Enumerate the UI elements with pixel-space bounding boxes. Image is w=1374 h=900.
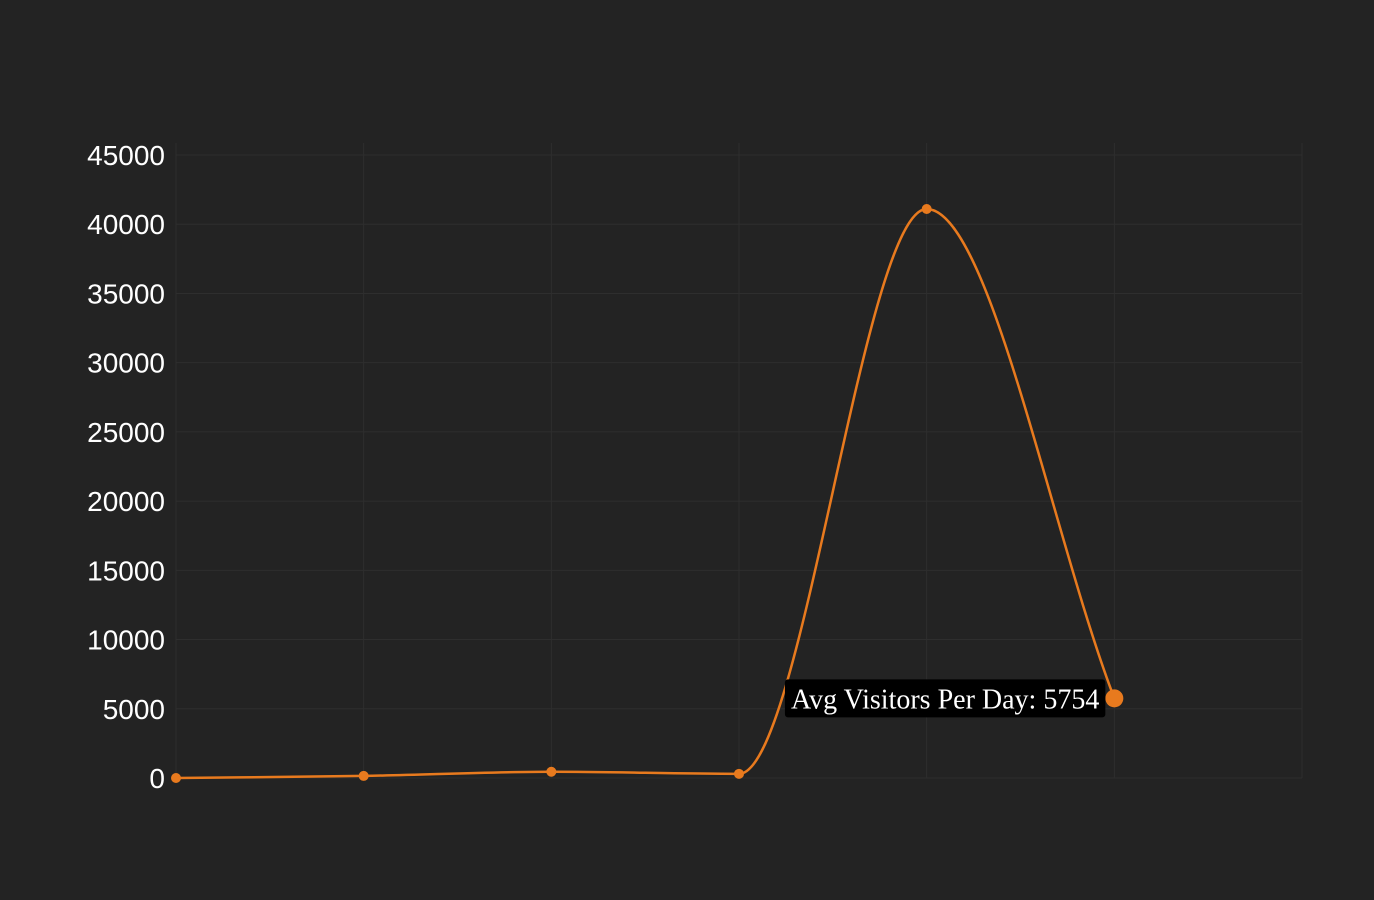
y-tick-label: 35000 [87, 278, 165, 309]
y-tick-label: 0 [149, 763, 165, 794]
y-tick-label: 40000 [87, 209, 165, 240]
data-point[interactable] [921, 203, 932, 214]
y-tick-label: 25000 [87, 417, 165, 448]
data-point[interactable] [546, 766, 557, 777]
y-tick-label: 5000 [103, 694, 165, 725]
data-point-active[interactable] [1105, 689, 1124, 708]
tooltip-label: Avg Visitors Per Day: 5754 [791, 684, 1099, 715]
grid [175, 143, 1303, 779]
tooltip-background [784, 679, 1106, 718]
tooltip: Avg Visitors Per Day: 5754 [784, 679, 1106, 718]
y-tick-label: 30000 [87, 348, 165, 379]
data-point[interactable] [171, 773, 181, 783]
y-axis-ticks: 0 5000 10000 15000 20000 25000 30000 35000 40000… [87, 140, 165, 794]
y-tick-label: 20000 [87, 486, 165, 517]
y-tick-label: 10000 [87, 625, 165, 656]
data-points [171, 203, 1124, 783]
y-tick-label: 45000 [87, 140, 165, 171]
data-point[interactable] [358, 770, 369, 781]
data-point[interactable] [734, 768, 744, 779]
y-tick-label: 15000 [87, 555, 165, 586]
